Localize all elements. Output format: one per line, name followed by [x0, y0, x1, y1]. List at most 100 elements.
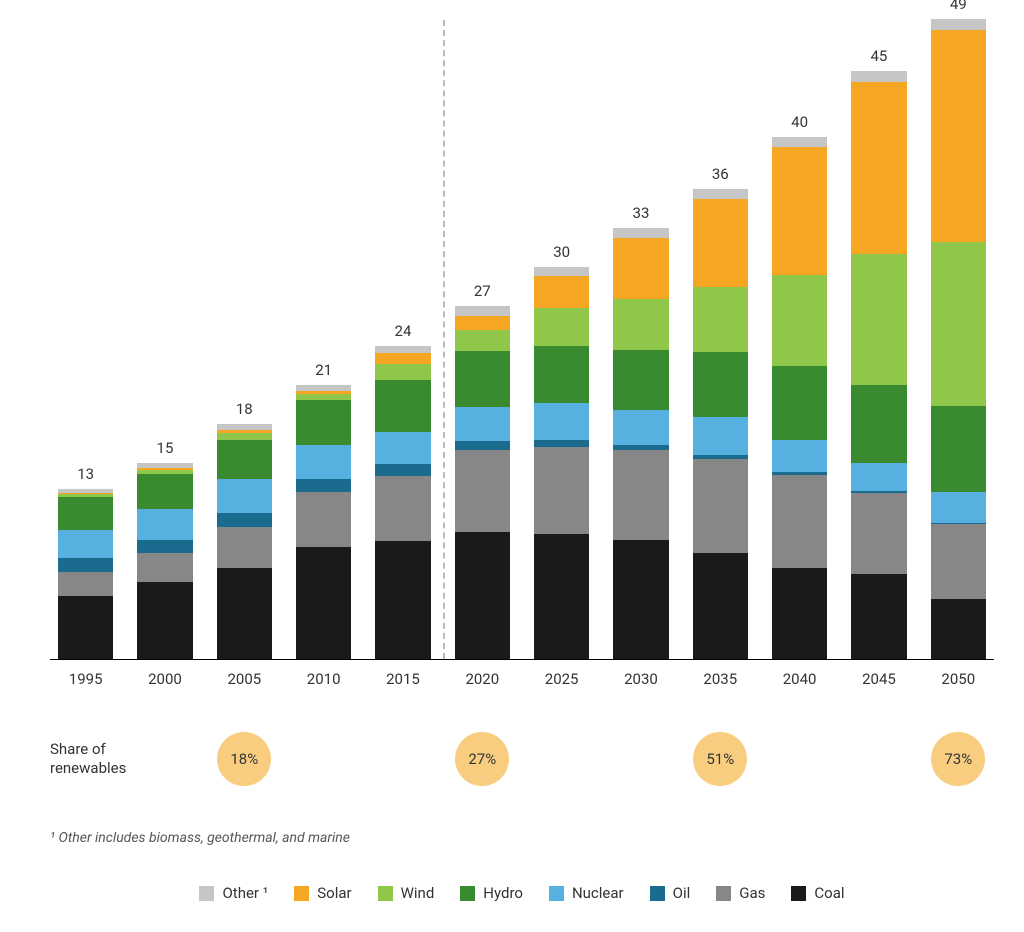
segment-wind [375, 364, 430, 380]
legend-item-wind: Wind [378, 884, 435, 902]
stacked-bar [772, 137, 827, 659]
bar-2005: 18 [217, 400, 272, 659]
x-tick: 2015 [375, 670, 430, 688]
segment-gas [296, 492, 351, 547]
segment-gas [693, 459, 748, 553]
legend-label: Nuclear [572, 884, 624, 902]
segment-wind [613, 299, 668, 350]
segment-solar [455, 316, 510, 330]
segment-coal [58, 596, 113, 659]
legend: Other ¹SolarWindHydroNuclearOilGasCoal [50, 884, 994, 902]
segment-gas [931, 524, 986, 598]
segment-nuclear [851, 463, 906, 490]
stacked-bar [455, 306, 510, 659]
legend-label: Coal [814, 884, 844, 902]
stacked-bar [693, 189, 748, 659]
legend-swatch [650, 886, 665, 901]
bar-2020: 27 [455, 282, 510, 659]
bars-container: 131518212427303336404549 [50, 20, 994, 659]
legend-item-other: Other ¹ [199, 884, 268, 902]
x-tick: 2025 [534, 670, 589, 688]
bar-total-label: 33 [633, 204, 650, 222]
segment-gas [534, 447, 589, 533]
segment-solar [851, 82, 906, 254]
segment-nuclear [534, 403, 589, 440]
segment-coal [217, 568, 272, 659]
renewables-badge: 27% [455, 732, 509, 786]
legend-item-hydro: Hydro [460, 884, 523, 902]
x-axis: 1995200020052010201520202025203020352040… [50, 660, 994, 688]
segment-gas [58, 572, 113, 597]
segment-coal [375, 541, 430, 659]
segment-wind [931, 242, 986, 405]
bar-total-label: 24 [395, 322, 412, 340]
segment-hydro [534, 346, 589, 403]
segment-coal [772, 568, 827, 659]
legend-label: Oil [673, 884, 691, 902]
segment-other [931, 19, 986, 29]
badge-slot [58, 732, 113, 786]
segment-solar [613, 238, 668, 298]
segment-gas [613, 450, 668, 540]
badge-slot [137, 732, 192, 786]
segment-other [693, 189, 748, 199]
badge-slot [772, 732, 827, 786]
stacked-bar [58, 489, 113, 659]
segment-hydro [58, 497, 113, 530]
badge-slot [851, 732, 906, 786]
x-tick: 2030 [613, 670, 668, 688]
segment-oil [217, 513, 272, 527]
bar-2015: 24 [375, 322, 430, 659]
segment-coal [931, 599, 986, 659]
segment-other [534, 267, 589, 276]
bar-total-label: 15 [157, 439, 174, 457]
badge-slot: 18% [217, 732, 272, 786]
segment-nuclear [931, 492, 986, 523]
bar-total-label: 40 [791, 113, 808, 131]
segment-wind [772, 275, 827, 366]
segment-gas [217, 527, 272, 567]
renewables-badges: 18%27%51%73% [50, 732, 994, 786]
segment-coal [534, 534, 589, 659]
segment-nuclear [375, 432, 430, 465]
segment-oil [58, 558, 113, 571]
bar-total-label: 30 [553, 243, 570, 261]
stacked-bar [217, 424, 272, 659]
x-tick: 2005 [217, 670, 272, 688]
legend-swatch [549, 886, 564, 901]
segment-nuclear [137, 509, 192, 540]
bar-total-label: 49 [950, 0, 967, 13]
segment-solar [534, 276, 589, 307]
bar-2040: 40 [772, 113, 827, 659]
segment-wind [851, 254, 906, 385]
legend-swatch [791, 886, 806, 901]
renewables-row: Share ofrenewables 18%27%51%73% [50, 730, 994, 788]
legend-label: Solar [317, 884, 351, 902]
bar-total-label: 36 [712, 165, 729, 183]
segment-hydro [772, 366, 827, 439]
stacked-bar [851, 71, 906, 659]
badge-slot [613, 732, 668, 786]
legend-item-coal: Coal [791, 884, 844, 902]
badge-slot: 51% [693, 732, 748, 786]
bar-total-label: 18 [236, 400, 253, 418]
segment-other [455, 306, 510, 315]
segment-wind [455, 330, 510, 351]
legend-label: Other ¹ [222, 884, 268, 902]
segment-coal [296, 547, 351, 659]
segment-nuclear [296, 445, 351, 479]
stacked-bar [534, 267, 589, 659]
segment-oil [455, 441, 510, 450]
bar-2035: 36 [693, 165, 748, 659]
stacked-bar [375, 346, 430, 659]
legend-swatch [716, 886, 731, 901]
legend-swatch [460, 886, 475, 901]
stacked-bar [296, 385, 351, 659]
segment-hydro [693, 352, 748, 417]
segment-nuclear [613, 410, 668, 445]
segment-gas [455, 450, 510, 532]
legend-label: Hydro [483, 884, 523, 902]
bar-total-label: 45 [871, 47, 888, 65]
segment-oil [296, 479, 351, 492]
bar-2000: 15 [137, 439, 192, 659]
